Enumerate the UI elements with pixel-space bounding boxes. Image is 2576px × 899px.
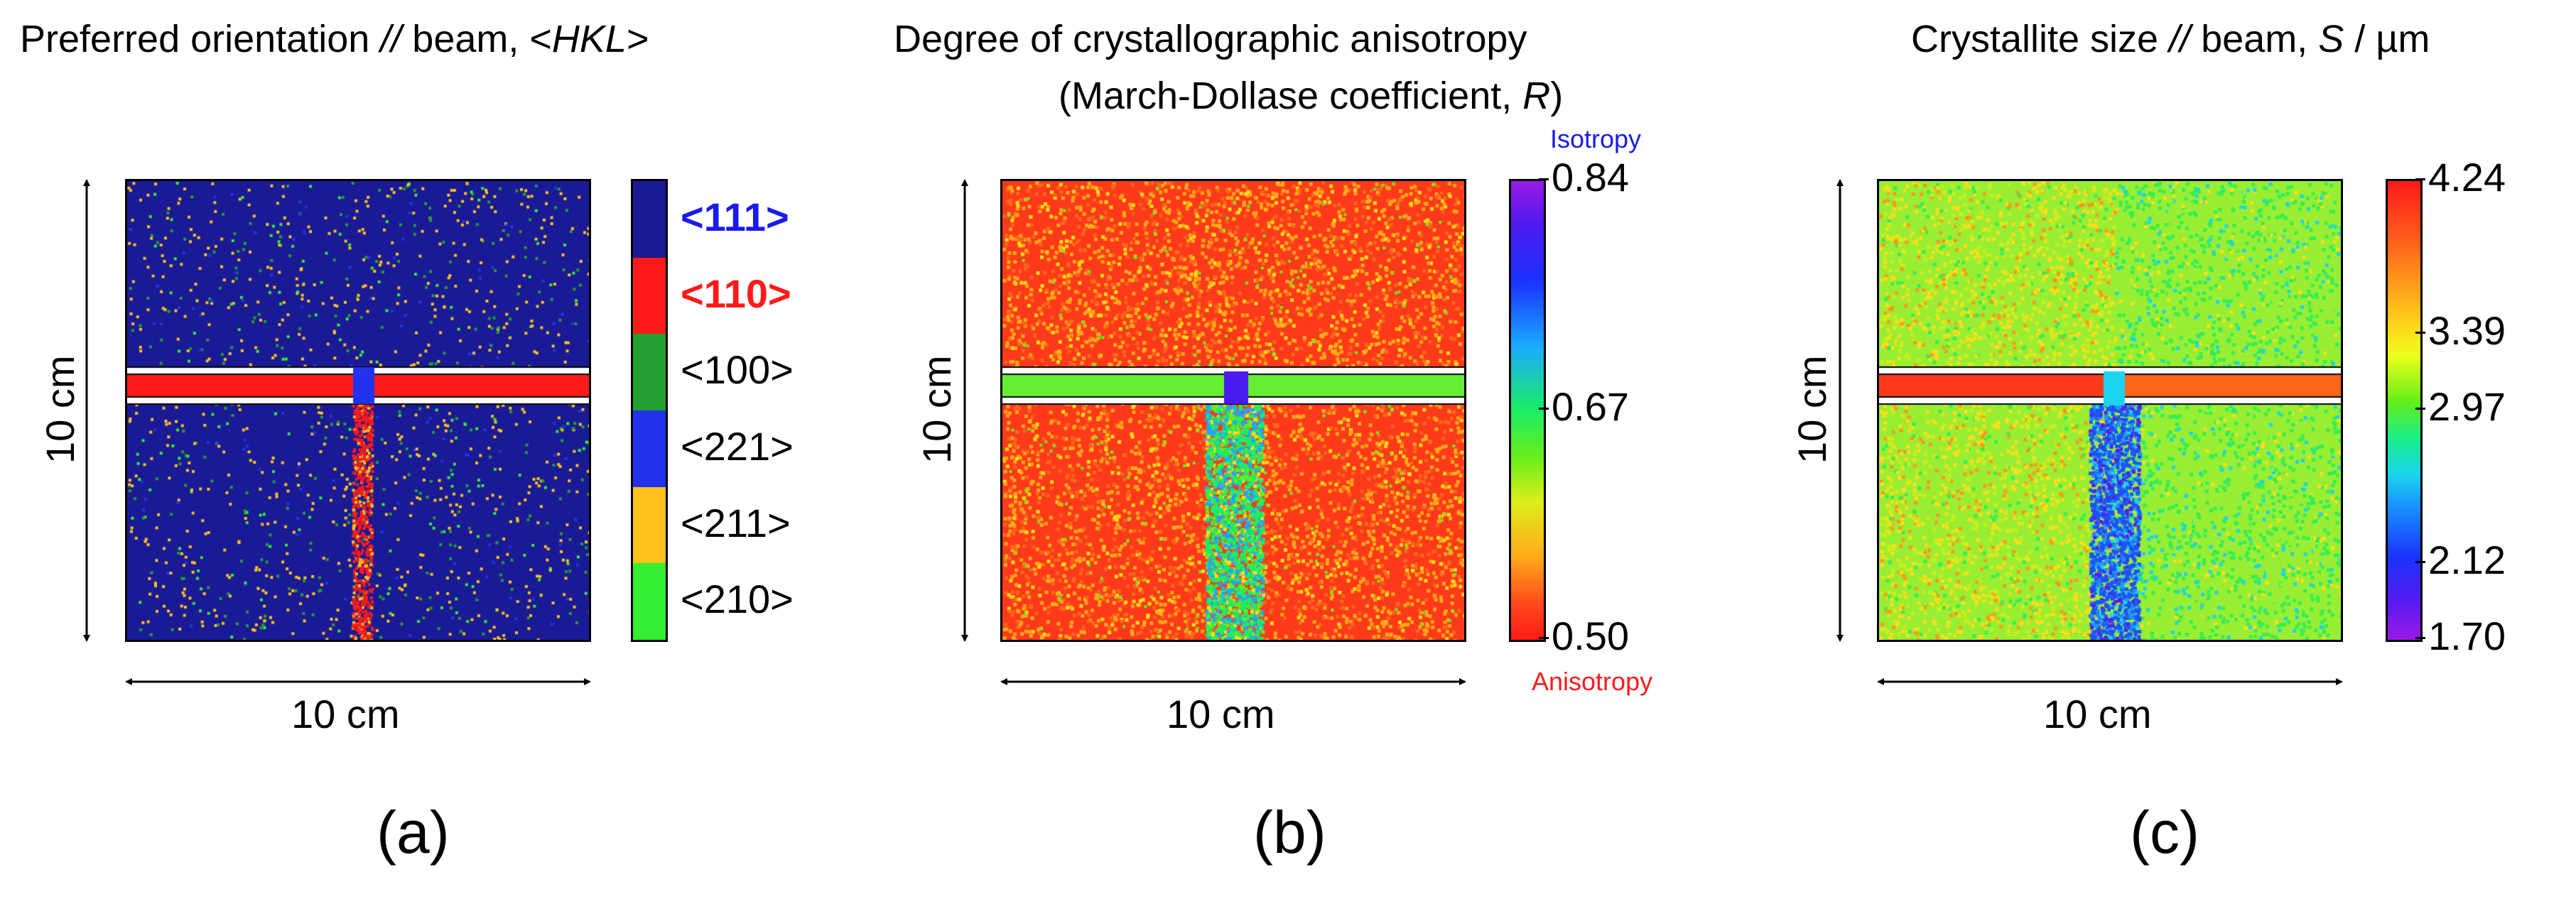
panel-c-x-label: 10 cm — [2043, 692, 2152, 736]
legend-label: <211> — [681, 500, 791, 545]
panel-b-map-canvas — [1002, 181, 1464, 640]
legend-label: <210> — [681, 577, 794, 622]
panel-c-title-italic2: S — [2318, 18, 2344, 60]
legend-swatch — [633, 334, 666, 410]
panel-c-colorbar — [2386, 179, 2423, 642]
panel-b-title-line2-prefix: (March-Dollase coefficient, — [1059, 75, 1523, 117]
panel-a-title-italic1: // — [380, 18, 402, 60]
colorbar-tick — [1539, 178, 1549, 180]
colorbar-tick — [2415, 560, 2425, 563]
panel-a-title-prefix: Preferred orientation — [20, 18, 381, 60]
legend-label: <221> — [681, 423, 794, 469]
panel-a-map-canvas — [127, 181, 589, 640]
panel-c-title-suffix: / µm — [2344, 18, 2430, 60]
legend-swatch — [633, 410, 666, 487]
panel-a-y-label: 10 cm — [38, 355, 82, 464]
colorbar-tick-label: 1.70 — [2428, 614, 2506, 658]
colorbar-tick-label: 2.12 — [2428, 537, 2506, 582]
panel-b-anisotropy-map — [1000, 179, 1466, 642]
legend-swatch — [633, 257, 666, 334]
legend-label: <100> — [681, 347, 794, 393]
colorbar-tick — [2415, 637, 2425, 639]
panel-b-label: (b) — [1253, 799, 1326, 866]
colorbar-tick-label: 4.24 — [2428, 155, 2506, 200]
panel-a-title-italic2: HKL — [551, 18, 627, 60]
panel-c-crystallite-map — [1877, 179, 2343, 642]
panel-a-title: Preferred orientation // beam, <HKL> — [20, 20, 649, 58]
panel-b-x-label: 10 cm — [1167, 692, 1275, 736]
panel-a-legend — [631, 179, 668, 642]
panel-a-x-label: 10 cm — [291, 692, 400, 736]
colorbar-tick-label: 2.97 — [2428, 384, 2506, 429]
legend-label: <111> — [681, 194, 789, 239]
colorbar-tick — [2415, 331, 2425, 334]
legend-swatch — [633, 563, 666, 640]
panel-b-title-line2-italic: R — [1522, 75, 1551, 117]
legend-swatch — [633, 486, 666, 564]
panel-a-orientation-map — [125, 179, 591, 642]
panel-b-title-line2: (March-Dollase coefficient, R) — [1059, 77, 1563, 115]
panel-a-title-suffix: > — [626, 18, 649, 60]
panel-b-title-line1: Degree of crystallographic anisotropy — [894, 18, 1527, 60]
legend-swatch — [633, 181, 666, 258]
panel-c-label: (c) — [2130, 799, 2199, 866]
colorbar-tick — [1539, 408, 1549, 410]
colorbar-tick — [1539, 637, 1549, 639]
panel-c-map-canvas — [1879, 181, 2341, 640]
colorbar-tick-label: 0.84 — [1552, 155, 1629, 200]
panel-a-title-mid: beam, < — [401, 18, 552, 60]
panel-c-title-prefix: Crystallite size — [1911, 18, 2170, 60]
panel-b-anisotropy-label: Anisotropy — [1532, 667, 1653, 696]
colorbar-tick-label: 0.50 — [1552, 614, 1629, 658]
panel-b-colorbar — [1509, 179, 1546, 642]
panel-b-title-line2-suffix: ) — [1550, 75, 1564, 117]
panel-c-y-label: 10 cm — [1790, 355, 1834, 464]
panel-c-title-mid: beam, — [2190, 18, 2319, 60]
panel-b-y-label: 10 cm — [914, 355, 959, 464]
panel-a-label: (a) — [377, 799, 450, 866]
legend-label: <110> — [681, 271, 791, 316]
panel-b-isotropy-label: Isotropy — [1550, 124, 1642, 153]
colorbar-tick-label: 3.39 — [2428, 307, 2506, 353]
colorbar-tick-label: 0.67 — [1552, 384, 1629, 429]
panel-a-legend-swatches — [633, 181, 666, 640]
colorbar-tick — [2415, 178, 2425, 180]
panel-c-title: Crystallite size // beam, S / µm — [1911, 20, 2430, 58]
colorbar-tick — [2415, 408, 2425, 410]
panel-c-title-italic1: // — [2169, 18, 2191, 60]
